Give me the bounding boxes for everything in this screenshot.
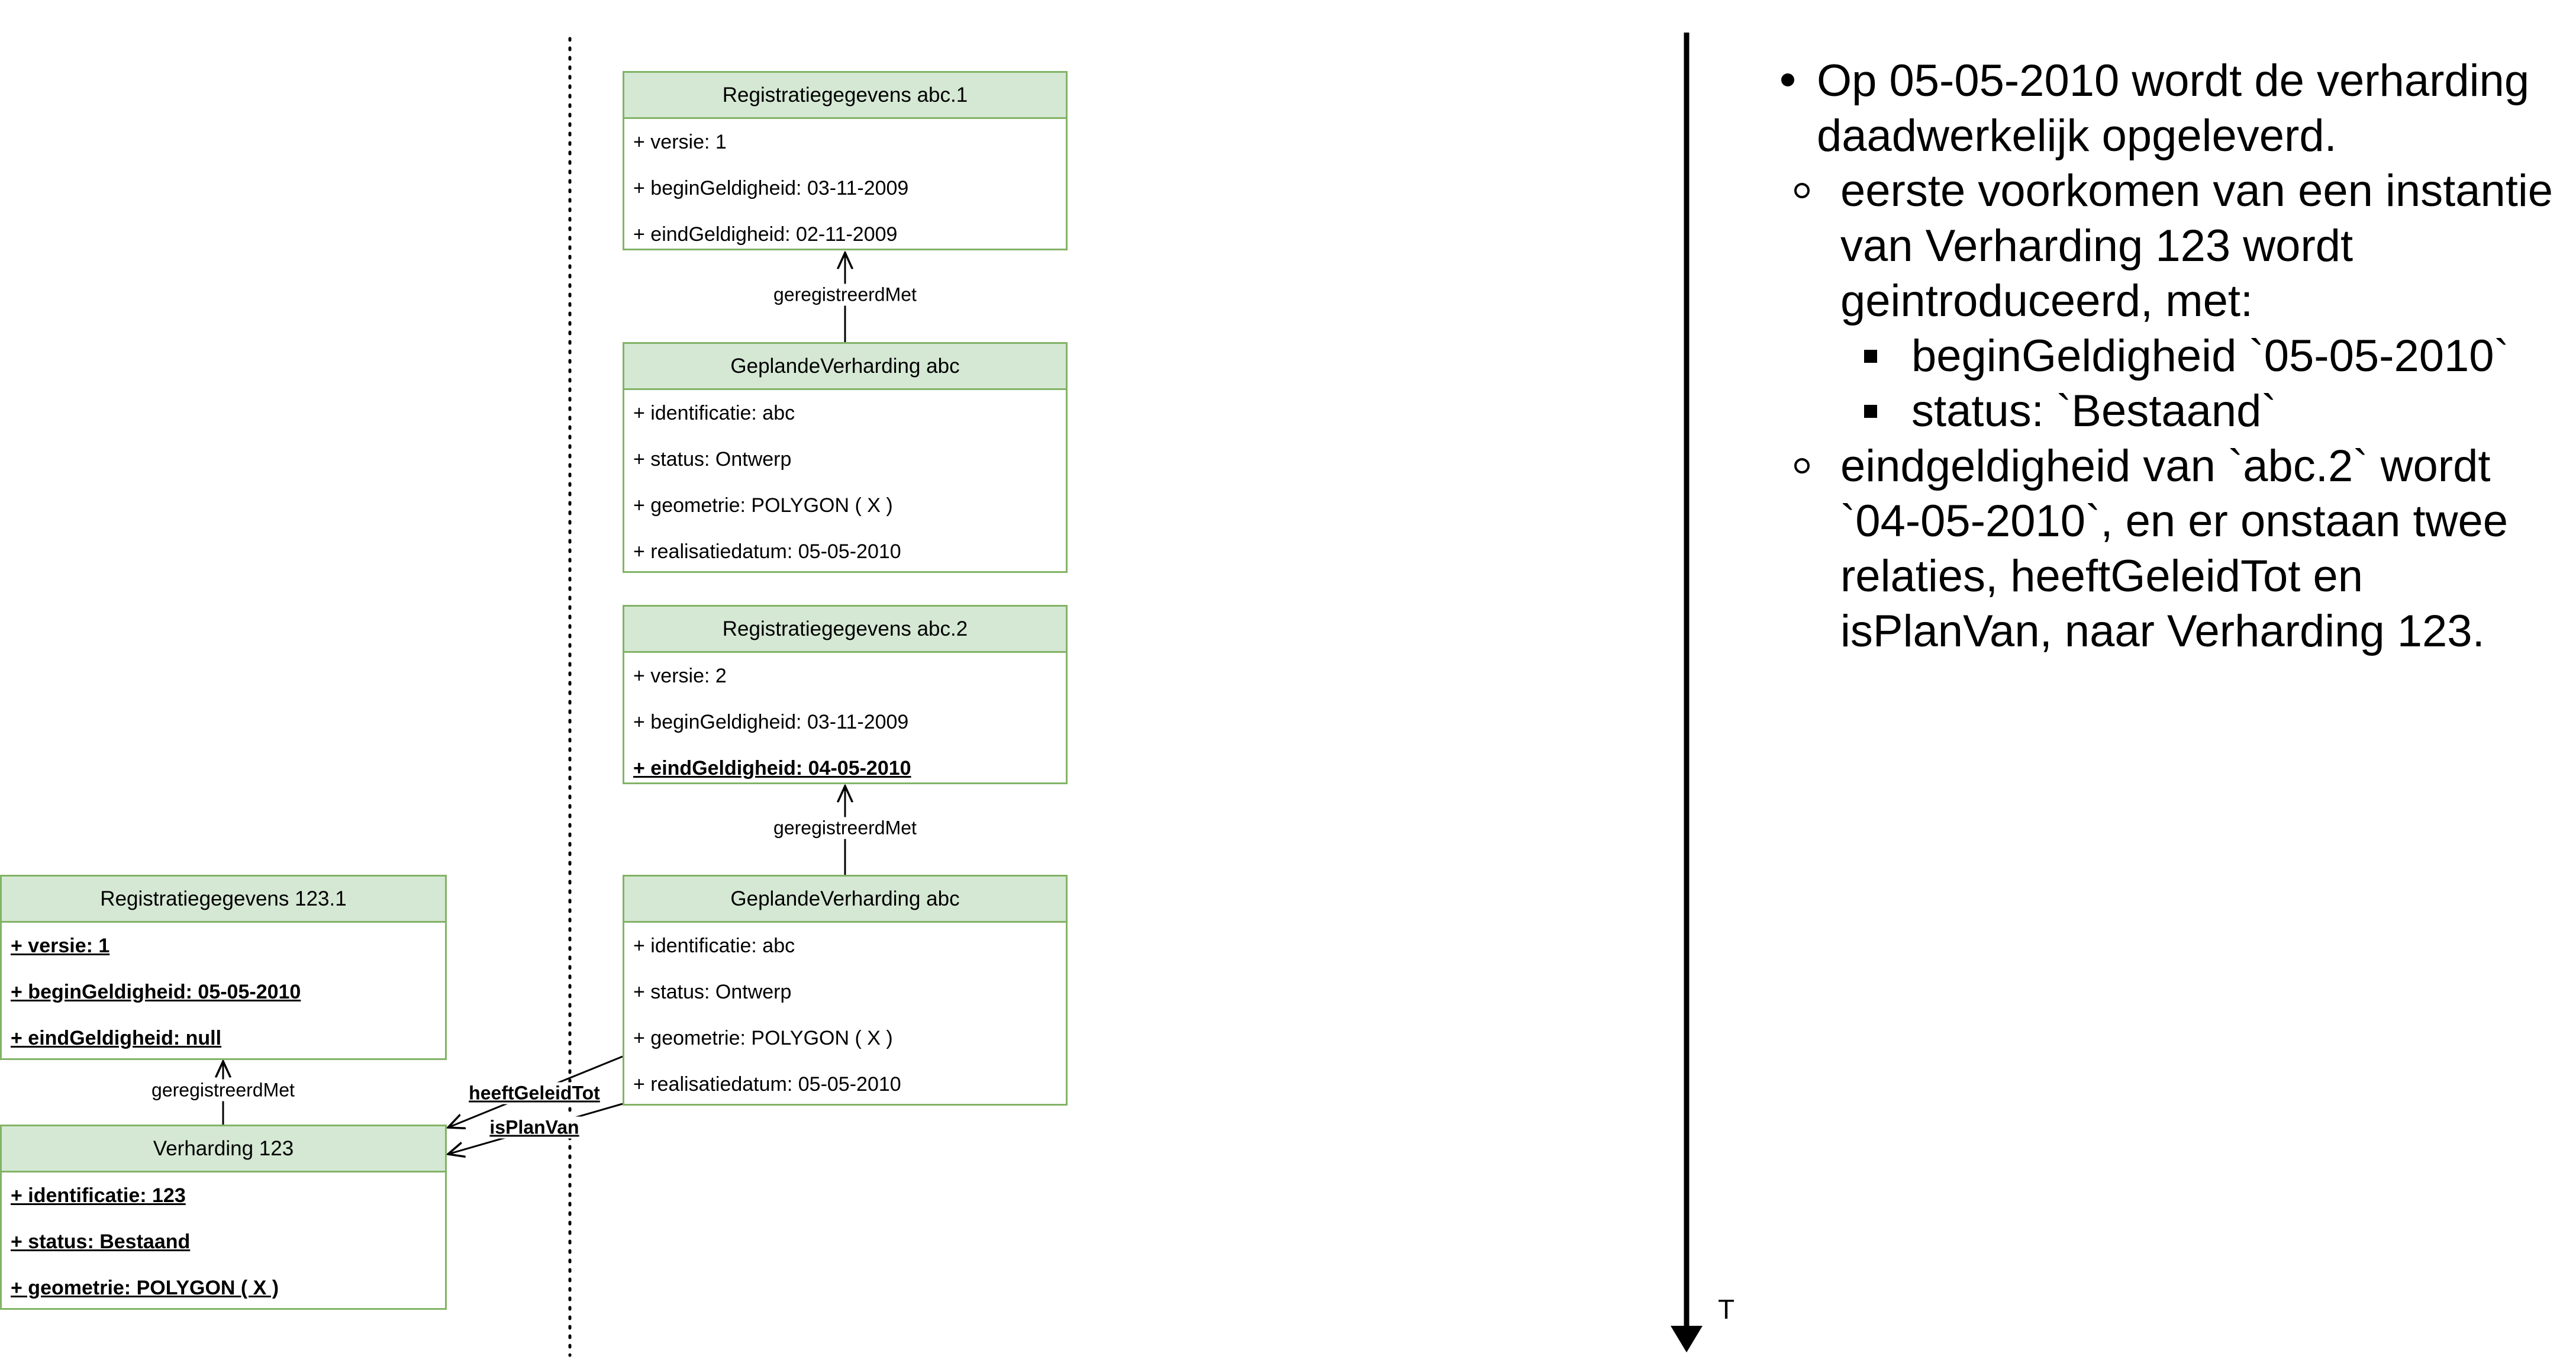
notes-panel: Op 05-05-2010 wordt de verharding daadwe… — [1769, 53, 2576, 659]
attr-eind-geldigheid: + eindGeldigheid: 02-11-2009 — [633, 223, 898, 246]
edge-label-heeftGeleidTot: heeftGeleidTot — [466, 1082, 602, 1104]
attr-geometrie: + geometrie: POLYGON ( X ) — [633, 494, 893, 517]
attr-identificatie: + identificatie: abc — [633, 934, 795, 957]
attr-status: + status: Ontwerp — [633, 980, 792, 1003]
attr-identificatie: + identificatie: 123 — [11, 1184, 186, 1207]
bullet-disc-icon — [1781, 73, 1794, 86]
attr-versie: + versie: 1 — [11, 934, 110, 957]
box-registratiegegevens-abc2[interactable]: Registratiegegevens abc.2 + versie: 2 + … — [623, 605, 1068, 784]
box-title: GeplandeVerharding abc — [624, 877, 1066, 923]
attr-realisatiedatum: + realisatiedatum: 05-05-2010 — [633, 1072, 901, 1096]
attr-eind-geldigheid: + eindGeldigheid: 04-05-2010 — [633, 756, 911, 779]
attr-begin-geldigheid: + beginGeldigheid: 05-05-2010 — [11, 980, 301, 1003]
bullet-circle-icon — [1794, 458, 1810, 473]
box-geplande-verharding-abc-1[interactable]: GeplandeVerharding abc + identificatie: … — [623, 342, 1068, 573]
attr-realisatiedatum: + realisatiedatum: 05-05-2010 — [633, 540, 901, 563]
edge-label-isPlanVan: isPlanVan — [487, 1116, 582, 1139]
box-title: Registratiegegevens abc.2 — [624, 607, 1066, 653]
box-title: Verharding 123 — [2, 1126, 445, 1172]
edge-label-geregistreerdMet-2: geregistreerdMet — [771, 817, 919, 839]
box-title: Registratiegegevens abc.1 — [624, 73, 1066, 119]
attr-versie: + versie: 2 — [633, 664, 727, 687]
time-axis-label: T — [1718, 1294, 1735, 1325]
attr-eind-geldigheid: + eindGeldigheid: null — [11, 1026, 222, 1049]
box-title: Registratiegegevens 123.1 — [2, 877, 445, 923]
time-axis-arrowhead — [1671, 1326, 1703, 1352]
attr-status: + status: Bestaand — [11, 1230, 191, 1253]
attr-status: + status: Ontwerp — [633, 447, 792, 471]
bullet-square-icon — [1864, 350, 1877, 363]
attr-begin-geldigheid: + beginGeldigheid: 03-11-2009 — [633, 176, 909, 199]
box-registratiegegevens-abc1[interactable]: Registratiegegevens abc.1 + versie: 1 + … — [623, 71, 1068, 250]
note-text: eerste voorkomen van een instantie van V… — [1840, 166, 2554, 326]
note-subsubitem: beginGeldigheid `05-05-2010` — [1769, 328, 2576, 384]
attr-identificatie: + identificatie: abc — [633, 401, 795, 424]
box-registratiegegevens-123[interactable]: Registratiegegevens 123.1 + versie: 1 + … — [0, 875, 447, 1060]
box-title: GeplandeVerharding abc — [624, 344, 1066, 390]
note-text: eindgeldigheid van `abc.2` wordt `04-05-… — [1840, 441, 2509, 656]
note-subitem: eerste voorkomen van een instantie van V… — [1769, 163, 2576, 328]
edge-label-geregistreerdMet-1: geregistreerdMet — [771, 284, 919, 306]
note-text: status: `Bestaand` — [1911, 386, 2277, 436]
attr-versie: + versie: 1 — [633, 130, 727, 153]
notes-list: Op 05-05-2010 wordt de verharding daadwe… — [1769, 53, 2576, 659]
attr-geometrie: + geometrie: POLYGON ( X ) — [633, 1026, 893, 1049]
note-subitem: eindgeldigheid van `abc.2` wordt `04-05-… — [1769, 439, 2576, 659]
edge-label-geregistreerdMet-3: geregistreerdMet — [149, 1079, 297, 1101]
attr-begin-geldigheid: + beginGeldigheid: 03-11-2009 — [633, 710, 909, 733]
note-text: Op 05-05-2010 wordt de verharding daadwe… — [1817, 56, 2530, 161]
note-text: beginGeldigheid `05-05-2010` — [1911, 331, 2509, 381]
note-subsubitem: status: `Bestaand` — [1769, 384, 2576, 439]
box-geplande-verharding-abc-2[interactable]: GeplandeVerharding abc + identificatie: … — [623, 875, 1068, 1106]
box-verharding-123[interactable]: Verharding 123 + identificatie: 123 + st… — [0, 1125, 447, 1310]
bullet-square-icon — [1864, 405, 1877, 418]
note-item: Op 05-05-2010 wordt de verharding daadwe… — [1769, 53, 2576, 163]
bullet-circle-icon — [1794, 183, 1810, 198]
attr-geometrie: + geometrie: POLYGON ( X ) — [11, 1276, 279, 1299]
